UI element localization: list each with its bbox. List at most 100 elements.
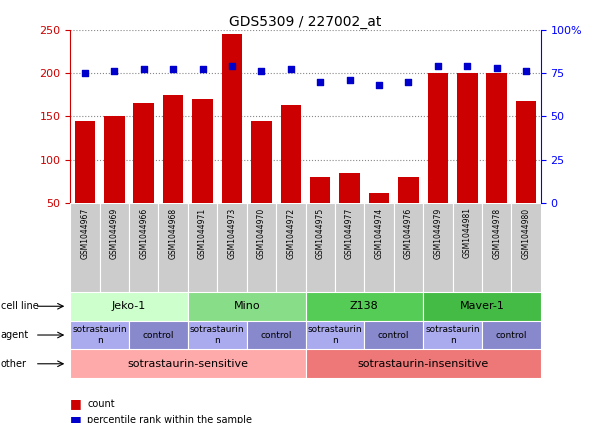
Bar [423,203,453,292]
Text: sotrastaurin-sensitive: sotrastaurin-sensitive [127,359,249,369]
Point [198,66,208,73]
Text: GSM1044971: GSM1044971 [198,208,207,258]
Bar [100,203,129,292]
Bar [398,177,419,203]
Bar [133,103,154,203]
Point [286,66,296,73]
Bar [306,321,364,349]
Bar [423,292,541,321]
Text: GSM1044979: GSM1044979 [433,208,442,259]
Bar [516,101,536,203]
Text: GDS5309 / 227002_at: GDS5309 / 227002_at [229,15,382,29]
Bar [276,203,306,292]
Bar [306,349,541,378]
Bar [482,203,511,292]
Bar [393,203,423,292]
Text: control: control [260,330,292,340]
Bar [158,203,188,292]
Text: GSM1044976: GSM1044976 [404,208,413,259]
Text: Maver-1: Maver-1 [459,301,504,311]
Text: control: control [378,330,409,340]
Text: Jeko-1: Jeko-1 [112,301,146,311]
Text: GSM1044967: GSM1044967 [81,208,89,259]
Bar [482,321,541,349]
Bar [511,203,541,292]
Text: sotrastaurin
n: sotrastaurin n [190,325,244,345]
Text: agent: agent [1,330,29,340]
Text: GSM1044973: GSM1044973 [227,208,236,259]
Text: ■: ■ [70,414,82,423]
Point [345,77,354,83]
Text: count: count [87,398,115,409]
Text: Mino: Mino [233,301,260,311]
Text: sotrastaurin
n: sotrastaurin n [307,325,362,345]
Bar [188,321,247,349]
Bar [218,203,247,292]
Bar [423,321,482,349]
Text: GSM1044969: GSM1044969 [110,208,119,259]
Bar [486,73,507,203]
Bar [75,121,95,203]
Text: GSM1044978: GSM1044978 [492,208,501,258]
Bar [192,99,213,203]
Point [227,63,237,69]
Bar [335,203,364,292]
Text: Z138: Z138 [350,301,379,311]
Bar [188,292,306,321]
Bar [457,73,478,203]
Bar [306,203,335,292]
Text: GSM1044974: GSM1044974 [375,208,384,259]
Text: GSM1044966: GSM1044966 [139,208,148,259]
Bar [222,34,243,203]
Bar [247,321,306,349]
Bar [70,349,306,378]
Text: sotrastaurin
n: sotrastaurin n [425,325,480,345]
Text: percentile rank within the sample: percentile rank within the sample [87,415,252,423]
Bar [70,321,129,349]
Text: control: control [143,330,174,340]
Bar [339,173,360,203]
Bar [247,203,276,292]
Point [80,69,90,76]
Bar [129,203,158,292]
Bar [129,321,188,349]
Text: GSM1044970: GSM1044970 [257,208,266,259]
Point [492,64,502,71]
Bar [188,203,218,292]
Bar [428,73,448,203]
Point [403,78,413,85]
Bar [251,121,272,203]
Text: control: control [496,330,527,340]
Bar [368,192,389,203]
Point [463,63,472,69]
Point [168,66,178,73]
Text: GSM1044968: GSM1044968 [169,208,178,258]
Point [139,66,148,73]
Text: GSM1044972: GSM1044972 [287,208,295,258]
Bar [70,292,188,321]
Text: cell line: cell line [1,301,38,311]
Bar [453,203,482,292]
Point [315,78,325,85]
Bar [70,203,100,292]
Text: GSM1044981: GSM1044981 [463,208,472,258]
Bar [280,105,301,203]
Point [433,63,443,69]
Text: GSM1044977: GSM1044977 [345,208,354,259]
Bar [306,292,423,321]
Bar [163,95,183,203]
Bar [364,321,423,349]
Point [521,68,531,74]
Bar [364,203,393,292]
Text: sotrastaurin
n: sotrastaurin n [72,325,127,345]
Text: sotrastaurin-insensitive: sotrastaurin-insensitive [357,359,489,369]
Text: GSM1044980: GSM1044980 [522,208,530,258]
Point [109,68,119,74]
Text: ■: ■ [70,397,82,410]
Text: other: other [1,359,27,369]
Bar [310,177,331,203]
Point [374,82,384,88]
Point [257,68,266,74]
Bar [104,116,125,203]
Text: GSM1044975: GSM1044975 [316,208,324,259]
